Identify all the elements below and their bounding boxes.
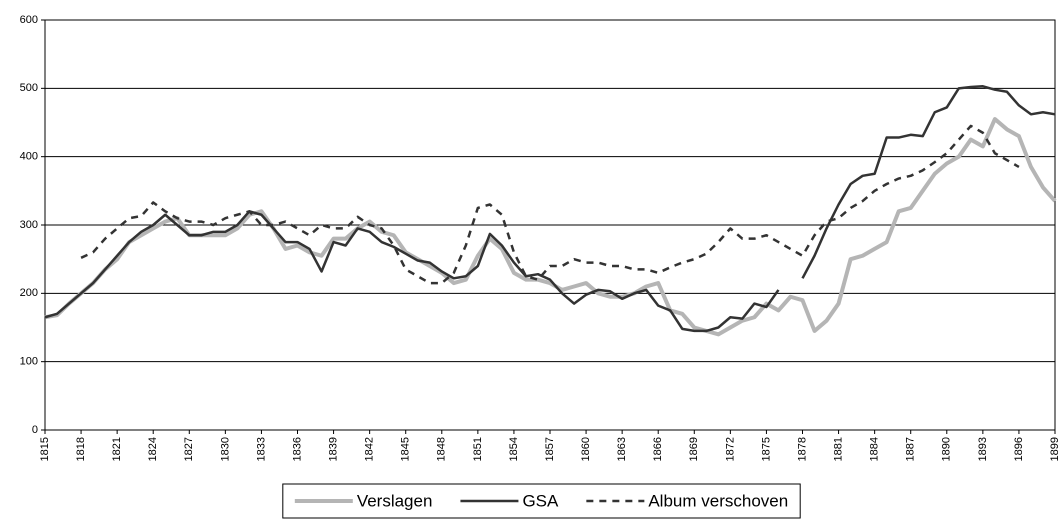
y-tick-label: 0	[32, 424, 38, 436]
x-tick-label: 1824	[147, 437, 159, 461]
x-tick-label: 1875	[760, 437, 772, 461]
x-tick-label: 1848	[436, 437, 448, 461]
x-tick-label: 1860	[580, 437, 592, 461]
x-tick-label: 1878	[796, 437, 808, 461]
x-tick-label: 1818	[75, 437, 87, 461]
x-tick-label: 1833	[255, 437, 267, 461]
x-tick-label: 1821	[111, 437, 123, 461]
y-tick-label: 500	[20, 82, 38, 94]
legend-label: Album verschoven	[648, 491, 788, 510]
x-tick-label: 1884	[869, 437, 881, 461]
x-tick-label: 1872	[724, 437, 736, 461]
y-tick-label: 600	[20, 14, 38, 26]
legend-label: Verslagen	[357, 491, 433, 510]
legend-box	[282, 483, 801, 519]
x-tick-label: 1854	[508, 437, 520, 461]
series-line	[44, 85, 1056, 333]
x-tick-label: 1863	[616, 437, 628, 461]
series-line	[44, 117, 1057, 337]
legend: Verslagen GSA Album verschoven	[282, 483, 801, 519]
x-tick-label: 1893	[977, 437, 989, 461]
x-tick-label: 1890	[941, 437, 953, 461]
x-tick-label: 1896	[1013, 437, 1025, 461]
y-tick-label: 200	[20, 287, 38, 299]
x-tick-label: 1839	[327, 437, 339, 461]
x-tick-label: 1842	[364, 437, 376, 461]
x-tick-label: 1857	[544, 437, 556, 461]
x-tick-label: 1866	[652, 437, 664, 461]
x-tick-label: 1851	[472, 437, 484, 461]
series-line	[80, 124, 1020, 285]
y-tick-label: 300	[20, 219, 38, 231]
x-tick-label: 1815	[39, 437, 51, 461]
y-tick-label: 100	[20, 356, 38, 368]
x-tick-label: 1827	[183, 437, 195, 461]
x-tick-label: 1836	[291, 437, 303, 461]
x-tick-label: 1887	[905, 437, 917, 461]
y-tick-label: 400	[20, 151, 38, 163]
x-tick-label: 1881	[832, 437, 844, 461]
x-tick-label: 1869	[688, 437, 700, 461]
x-tick-label: 1830	[219, 437, 231, 461]
legend-label: GSA	[522, 491, 559, 510]
x-tick-label: 1845	[400, 437, 412, 461]
x-tick-label: 1899	[1049, 437, 1061, 461]
